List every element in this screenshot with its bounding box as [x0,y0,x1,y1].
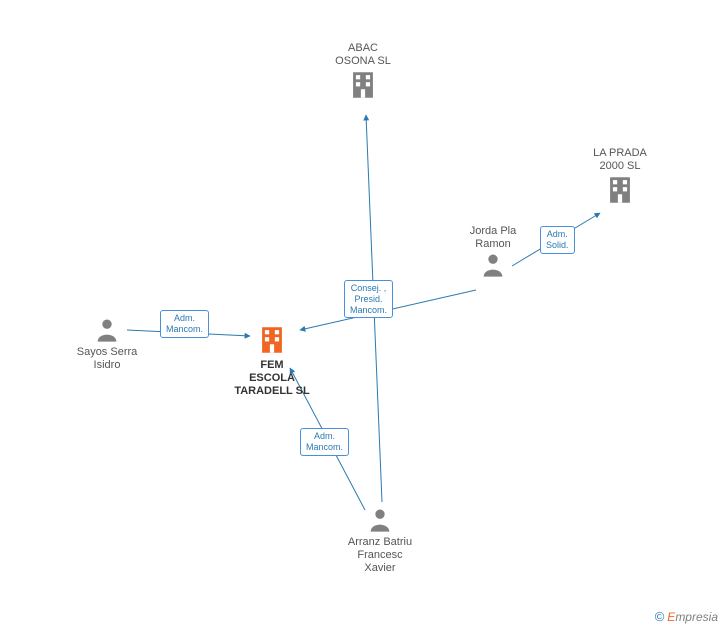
node-laprada[interactable]: LA PRADA 2000 SL [570,145,670,207]
person-icon [330,506,430,534]
person-icon [57,316,157,344]
node-abac[interactable]: ABAC OSONA SL [313,40,413,102]
node-label: LA PRADA 2000 SL [570,147,670,173]
edge-label: Consej. , Presid. Mancom. [344,280,393,318]
building-icon [313,68,413,102]
node-jorda[interactable]: Jorda Pla Ramon [443,223,543,279]
node-label: Jorda Pla Ramon [443,225,543,251]
node-arranz[interactable]: Arranz Batriu Francesc Xavier [330,506,430,576]
building-icon [570,173,670,207]
node-label: Sayos Serra Isidro [57,346,157,372]
building-icon [222,323,322,357]
copyright-symbol: © [655,609,665,624]
person-icon [443,251,543,279]
edge-label: Adm. Solid. [540,226,575,254]
node-sayos[interactable]: Sayos Serra Isidro [57,316,157,372]
node-fem[interactable]: FEM ESCOLA TARADELL SL [222,323,322,399]
node-label: ABAC OSONA SL [313,42,413,68]
edge-label: Adm. Mancom. [300,428,349,456]
node-label: Arranz Batriu Francesc Xavier [330,536,430,576]
diagram-canvas: ABAC OSONA SL LA PRADA 2000 SL FEM ESCOL… [0,0,728,630]
node-label: FEM ESCOLA TARADELL SL [222,359,322,399]
watermark-rest: mpresia [675,610,718,624]
watermark: ©Empresia [655,609,718,624]
edge-label: Adm. Mancom. [160,310,209,338]
